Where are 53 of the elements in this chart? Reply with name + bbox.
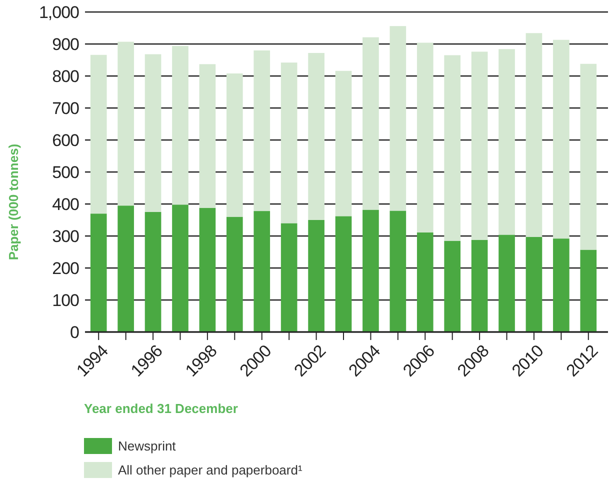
bar — [444, 55, 461, 241]
y-tick-label: 500 — [52, 162, 80, 182]
bar — [526, 33, 542, 237]
bar — [226, 216, 243, 332]
bar — [498, 49, 515, 235]
bar — [254, 50, 270, 212]
bar — [172, 204, 188, 332]
bar — [280, 62, 298, 224]
bar — [90, 214, 107, 332]
bar — [471, 52, 488, 240]
y-tick-label: 400 — [52, 194, 80, 214]
bar — [144, 54, 162, 212]
y-tick-label: 600 — [52, 130, 80, 150]
bar — [553, 40, 570, 239]
bar — [580, 250, 597, 332]
legend-label: Newsprint — [118, 438, 176, 454]
y-tick-label: 700 — [52, 98, 80, 118]
bar — [172, 46, 188, 205]
bar — [553, 238, 570, 332]
bar — [226, 73, 243, 217]
bar — [118, 42, 134, 206]
bar — [416, 232, 434, 332]
x-axis-title: Year ended 31 December — [84, 401, 238, 416]
bar — [308, 220, 324, 332]
bar — [335, 216, 352, 332]
bar — [254, 211, 270, 332]
bar — [498, 234, 515, 332]
y-tick-label: 1,000 — [38, 2, 80, 22]
bar — [199, 64, 216, 208]
bar — [362, 37, 379, 210]
bar — [471, 240, 488, 332]
bar — [580, 64, 597, 250]
bar — [444, 240, 461, 332]
bar — [362, 210, 379, 332]
bar — [118, 206, 134, 332]
y-axis-title: Paper (000 tonnes) — [6, 144, 21, 260]
y-tick-label: 800 — [52, 66, 80, 86]
bar — [526, 236, 542, 332]
y-tick-label: 300 — [52, 226, 80, 246]
y-tick-label: 200 — [52, 258, 80, 278]
bar — [416, 42, 434, 232]
bar — [308, 52, 324, 220]
bar — [335, 70, 352, 216]
bar — [390, 210, 406, 332]
y-tick-label: 0 — [70, 322, 80, 342]
bar — [90, 54, 107, 214]
bar — [144, 212, 162, 332]
bar — [390, 26, 406, 211]
bar — [280, 223, 298, 332]
legend-label: All other paper and paperboard¹ — [118, 462, 303, 478]
bar — [199, 208, 216, 332]
y-tick-label: 100 — [52, 290, 80, 310]
y-tick-label: 900 — [52, 34, 80, 54]
